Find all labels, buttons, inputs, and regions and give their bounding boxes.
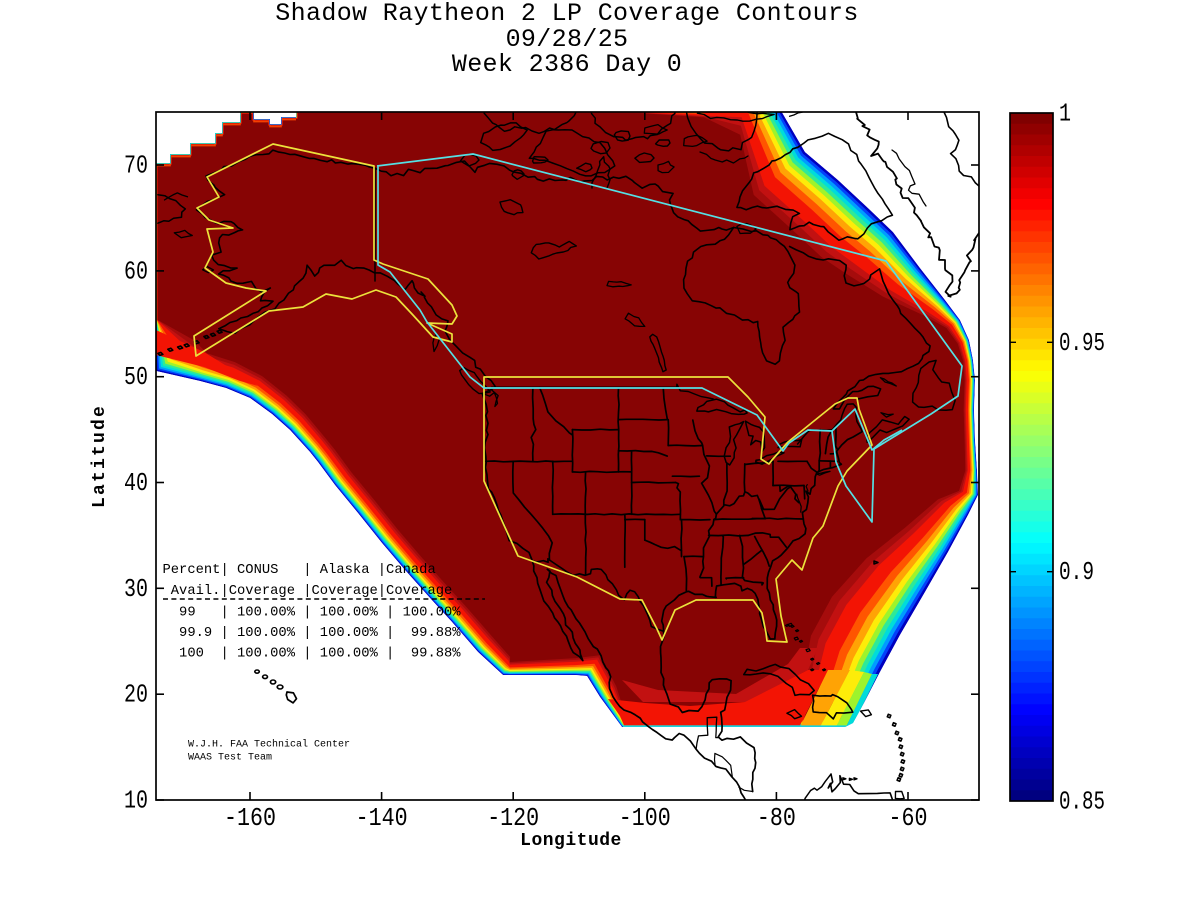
svg-text:-120: -120	[487, 803, 539, 833]
svg-text:99 | 100.00% | 100.00% | 100: 99 | 100.00% | 100.00% | 100.00%	[163, 605, 462, 621]
svg-text:70: 70	[124, 151, 148, 181]
svg-text:Avail.|Coverage |Coverage|Cove: Avail.|Coverage |Coverage|Coverage	[163, 583, 453, 599]
svg-text:Week 2386 Day 0: Week 2386 Day 0	[452, 50, 682, 79]
svg-text:WAAS Test Team: WAAS Test Team	[188, 753, 272, 764]
svg-text:40: 40	[124, 468, 148, 498]
svg-text:09/28/25: 09/28/25	[506, 25, 629, 54]
svg-text:-160: -160	[224, 803, 276, 833]
svg-text:Latitude: Latitude	[90, 404, 110, 508]
svg-text:60: 60	[124, 256, 148, 286]
svg-text:-100: -100	[619, 803, 671, 833]
svg-text:20: 20	[124, 680, 148, 710]
svg-text:W.J.H. FAA Technical Center: W.J.H. FAA Technical Center	[188, 739, 350, 751]
svg-text:100 | 100.00% | 100.00% | 99: 100 | 100.00% | 100.00% | 99.88%	[163, 646, 462, 662]
svg-text:-80: -80	[757, 803, 796, 833]
svg-text:Longitude: Longitude	[520, 831, 622, 851]
svg-text:0.95: 0.95	[1059, 328, 1105, 358]
svg-text:-60: -60	[889, 803, 928, 833]
svg-text:1: 1	[1059, 99, 1071, 129]
svg-text:0.9: 0.9	[1059, 557, 1094, 587]
svg-text:50: 50	[124, 362, 148, 392]
svg-text:Percent| CONUS | Alaska |Can: Percent| CONUS | Alaska |Canada	[163, 562, 436, 578]
svg-text:99.9 | 100.00% | 100.00% | 99: 99.9 | 100.00% | 100.00% | 99.88%	[163, 625, 462, 641]
svg-text:10: 10	[124, 786, 148, 816]
svg-text:-140: -140	[356, 803, 408, 833]
svg-text:0.85: 0.85	[1059, 787, 1105, 817]
svg-text:Shadow Raytheon 2 LP Coverage: Shadow Raytheon 2 LP Coverage Contours	[275, 0, 858, 28]
svg-text:30: 30	[124, 574, 148, 604]
